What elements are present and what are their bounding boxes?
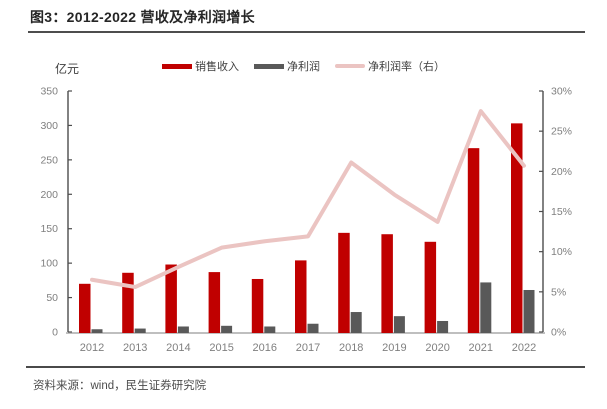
left-axis-tick-label: 250 (40, 154, 58, 166)
revenue-bar (467, 148, 480, 333)
profit-bar (437, 320, 449, 333)
title-divider (28, 31, 585, 33)
left-axis-tick-label: 50 (46, 292, 58, 304)
legend-item-1: 净利润 (254, 58, 320, 74)
revenue-bar (381, 234, 393, 333)
profit-bar (91, 329, 103, 333)
x-axis-year-label: 2014 (166, 342, 190, 354)
left-axis-tick-label: 150 (40, 223, 58, 235)
left-axis-tick-label: 300 (40, 120, 58, 132)
right-axis-tick-label: 25% (551, 126, 572, 138)
revenue-bar (511, 123, 523, 333)
profit-bar (480, 282, 492, 333)
revenue-bar (165, 264, 177, 333)
revenue-bar (338, 232, 350, 333)
legend-item-2: 净利润率（右） (335, 58, 445, 74)
figure-title: 图3：2012-2022 营收及净利润增长 (30, 9, 255, 25)
x-axis-year-label: 2015 (209, 342, 233, 354)
revenue-bar (295, 260, 307, 333)
x-axis-year-label: 2021 (469, 342, 493, 354)
profit-bar (523, 289, 535, 333)
revenue-bar (122, 272, 134, 333)
chart-legend: 销售收入 净利润 净利润率（右） (162, 58, 445, 74)
x-axis-year-label: 2012 (80, 342, 104, 354)
x-axis-year-label: 2017 (296, 342, 320, 354)
x-axis-year-label: 2019 (382, 342, 406, 354)
profit-bar (264, 326, 276, 333)
revenue-bar (79, 283, 91, 333)
footer-divider (26, 366, 585, 368)
left-axis-tick-label: 350 (40, 86, 58, 98)
legend-bar-swatch (162, 63, 192, 69)
right-axis-tick-label: 0% (551, 327, 566, 339)
left-axis-tick-label: 100 (40, 258, 58, 270)
legend-bar-swatch (254, 63, 284, 69)
legend-label: 销售收入 (195, 61, 239, 73)
x-axis-year-label: 2022 (512, 342, 536, 354)
profit-bar (134, 328, 146, 333)
revenue-bar (424, 241, 437, 333)
legend-label: 净利润率（右） (368, 61, 445, 73)
source-note: 资料来源：wind，民生证券研究院 (33, 380, 207, 392)
revenue-bar (251, 278, 264, 333)
left-axis-tick-label: 200 (40, 189, 58, 201)
x-axis-year-label: 2013 (123, 342, 147, 354)
y-axis-unit-label: 亿元 (55, 62, 80, 76)
right-axis-tick-label: 15% (551, 206, 572, 218)
revenue-bar (208, 272, 221, 333)
profit-bar (177, 326, 189, 333)
legend-label: 净利润 (287, 61, 320, 73)
net-margin-line (90, 109, 526, 290)
right-axis-tick-label: 5% (551, 286, 566, 298)
right-axis-tick-label: 30% (551, 86, 572, 98)
profit-bar (350, 312, 362, 333)
profit-bar (393, 316, 405, 333)
legend-line-swatch (335, 64, 365, 68)
legend-item-0: 销售收入 (162, 58, 239, 74)
x-axis-year-label: 2020 (425, 342, 449, 354)
x-axis-year-label: 2016 (253, 342, 277, 354)
x-axis-year-label: 2018 (339, 342, 363, 354)
profit-bar (221, 325, 233, 333)
right-axis-tick-label: 20% (551, 166, 572, 178)
left-axis-tick-label: 0 (52, 327, 58, 339)
right-axis-tick-label: 10% (551, 246, 572, 258)
profit-bar (307, 323, 319, 333)
